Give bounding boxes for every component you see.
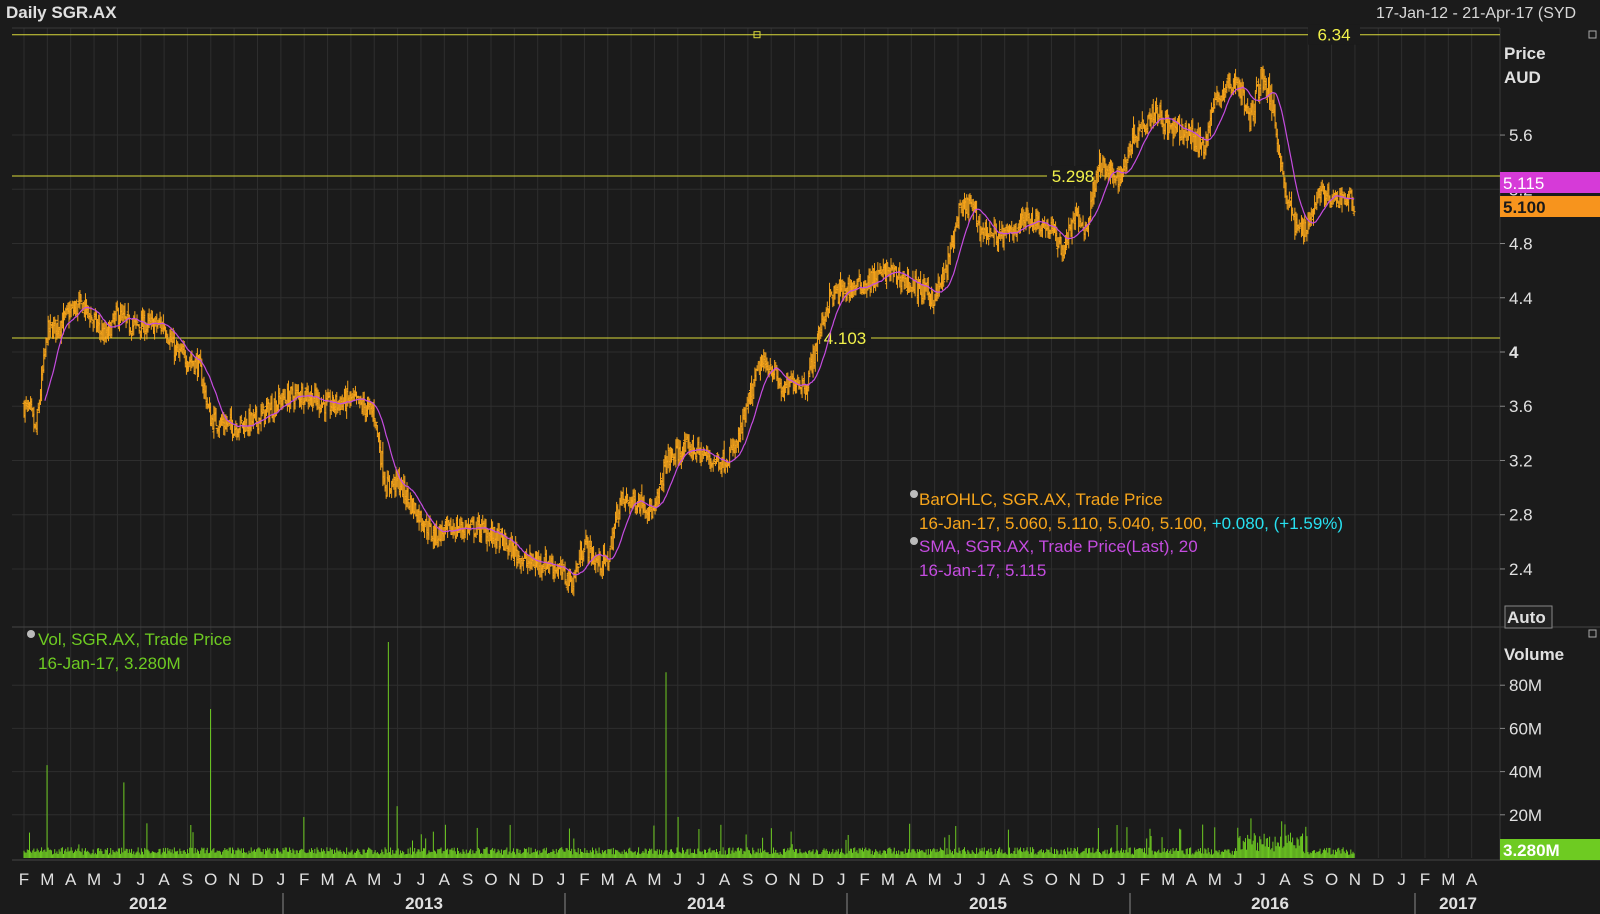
price-tick-label: 3.2 <box>1509 451 1533 470</box>
price-tick-label: 5.6 <box>1509 126 1533 145</box>
sma-value-badge <box>1500 172 1600 193</box>
auto-scale-button[interactable] <box>1504 605 1553 629</box>
last-price-badge-text: 5.100 <box>1503 198 1546 217</box>
bar-legend-icon[interactable] <box>910 490 918 498</box>
volume-value-badge-text: 3.280M <box>1503 841 1560 860</box>
horizontal-reference-lines: 6.34 5.298 4.103 <box>12 24 1500 349</box>
volume-tick-label: 60M <box>1509 719 1542 738</box>
volume-axis-ticks: 20M 40M 60M 80M <box>1500 676 1542 825</box>
sma-legend-values: 16-Jan-17, 5.115 <box>919 561 1046 580</box>
volume-tick-label: 80M <box>1509 676 1542 695</box>
ohlc-bars <box>22 65 1356 597</box>
reference-line-label-bg <box>819 328 871 349</box>
price-tick-label: 3.6 <box>1509 397 1533 416</box>
price-panel-collapse-icon[interactable] <box>1588 30 1597 39</box>
bar-legend-title: BarOHLC, SGR.AX, Trade Price <box>919 490 1163 509</box>
sma-line <box>44 86 1355 576</box>
price-tick-label: 2.8 <box>1509 506 1533 525</box>
volume-panel-collapse-icon[interactable] <box>1588 629 1597 638</box>
reference-line-label: 4.103 <box>824 329 867 348</box>
price-axis-title: Price <box>1504 44 1546 63</box>
sma-value-badge-text: 5.115 <box>1503 174 1544 193</box>
price-tick-label: 4 <box>1509 343 1519 362</box>
volume-bars <box>23 642 1355 858</box>
sma-legend-icon[interactable] <box>910 537 918 545</box>
reference-line-label-bg <box>1047 165 1099 186</box>
bar-legend-ohlc: 16-Jan-17, 5.060, 5.110, 5.040, 5.100, <box>919 514 1212 533</box>
bar-legend-values: 16-Jan-17, 5.060, 5.110, 5.040, 5.100, +… <box>919 514 1343 533</box>
volume-tick-label: 40M <box>1509 763 1542 782</box>
price-tick-label: 4.8 <box>1509 235 1533 254</box>
reference-line-handle <box>753 31 761 39</box>
auto-scale-label: Auto <box>1507 608 1546 627</box>
reference-line-label-bg <box>1308 24 1360 45</box>
volume-value-badge <box>1500 839 1600 860</box>
price-tick-label: 2.4 <box>1509 560 1533 579</box>
bar-legend-change: +0.080, (+1.59%) <box>1212 514 1343 533</box>
price-axis-ticks: 2.42.83.23.644.44.85.25.6 <box>1500 126 1533 579</box>
chart-title: Daily SGR.AX <box>6 3 117 22</box>
reference-line-label: 6.34 <box>1317 26 1350 45</box>
sma-legend-title: SMA, SGR.AX, Trade Price(Last), 20 <box>919 537 1198 556</box>
reference-line-label: 5.298 <box>1052 167 1095 186</box>
price-tick-label: 4.4 <box>1509 289 1533 308</box>
date-range: 17-Jan-12 - 21-Apr-17 (SYD <box>1376 5 1576 22</box>
title-bar <box>0 0 1600 26</box>
volume-axis-title: Volume <box>1504 645 1564 664</box>
last-price-badge <box>1500 196 1600 217</box>
price-axis-unit: AUD <box>1504 68 1541 87</box>
chart-grid <box>12 28 1500 858</box>
volume-tick-label: 20M <box>1509 806 1542 825</box>
